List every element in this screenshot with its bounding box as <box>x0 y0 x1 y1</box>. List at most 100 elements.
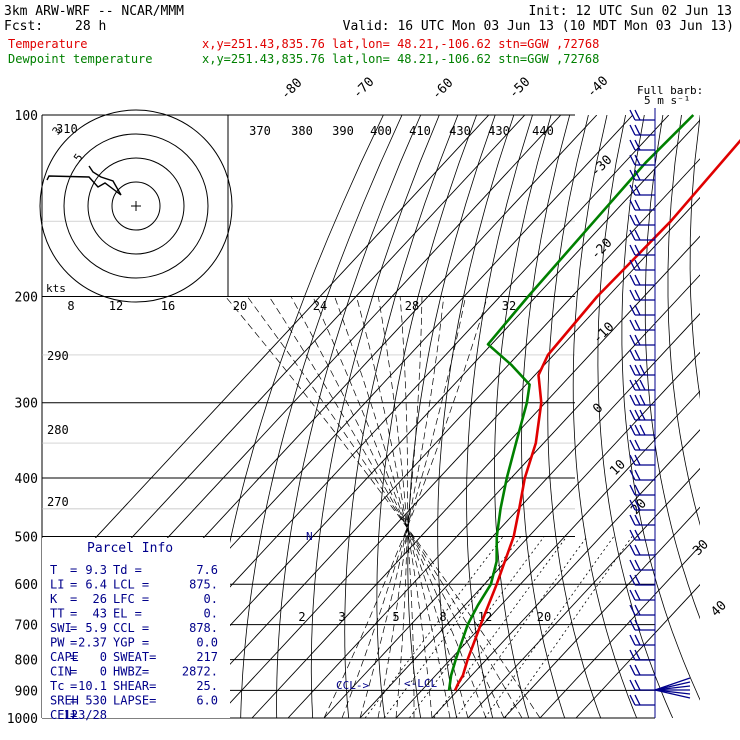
parcel-info-cell: 26 <box>93 592 107 606</box>
isotherm-label: -70 <box>350 75 377 102</box>
parcel-info-cell: TT <box>50 607 64 621</box>
wind-barb <box>629 589 655 601</box>
parcel-info-cell: Tc <box>50 679 64 693</box>
parcel-info-title: Parcel Info <box>87 541 173 556</box>
moist-adiabat <box>341 296 466 718</box>
wind-barbs <box>629 108 691 718</box>
isotherm-label: 0 <box>590 401 606 417</box>
wind-barb <box>629 124 655 136</box>
parcel-info-cell: = <box>70 563 77 577</box>
parcel-info-cell: = <box>70 694 77 708</box>
isotherm-label: 10 <box>607 457 629 479</box>
parcel-info-cell: SHEAR= <box>113 679 156 693</box>
theta-e-label: 380 <box>291 124 313 138</box>
pressure-tick-label: 700 <box>15 619 38 634</box>
parcel-info-cell: 878. <box>189 621 218 635</box>
pressure-tick-label: 800 <box>15 654 38 669</box>
parcel-info-cell: SREH <box>50 694 79 708</box>
wind-barb <box>629 634 655 646</box>
isotherm-line <box>251 235 700 718</box>
parcel-info-cell: LAPSE= <box>113 694 156 708</box>
wind-barb <box>629 184 655 196</box>
hodograph-ring <box>39 109 233 303</box>
mixing-ratio-label: 28 <box>405 299 419 313</box>
dry-adiabat <box>407 115 496 718</box>
model-title: 3km ARW-WRF -- NCAR/MMM <box>4 4 184 19</box>
moist-adiabat <box>225 296 541 718</box>
wind-barb-cluster <box>654 677 691 699</box>
isotherm-line <box>179 158 700 718</box>
wind-barb <box>629 499 655 511</box>
pressure-tick-label: 900 <box>15 684 38 699</box>
wind-barb <box>629 334 655 346</box>
parcel-info-cell: = <box>70 636 77 650</box>
isotherm-label: 40 <box>708 598 730 620</box>
mixing-ratio-label: 20 <box>537 610 551 624</box>
wind-barb <box>629 694 655 706</box>
isotherm-line <box>287 274 700 718</box>
hodograph-ring-label: 5 <box>71 151 85 164</box>
parcel-info-cell: 0 <box>100 650 107 664</box>
parcel-info-cell: 0 <box>100 665 107 679</box>
isotherm-line <box>539 545 700 718</box>
pressure-tick-label: 400 <box>15 472 38 487</box>
parcel-info-cell: 6.4 <box>85 578 107 592</box>
pressure-tick-label: 600 <box>15 578 38 593</box>
parcel-info-cell: 217 <box>196 650 218 664</box>
pressure-tick-label: 200 <box>15 291 38 306</box>
parcel-info-cell: 5.9 <box>85 621 107 635</box>
wind-barb <box>629 214 655 226</box>
parcel-info-cell: T <box>50 563 57 577</box>
mixing-ratio-label: 8 <box>67 299 74 313</box>
dewpoint-location: x,y=251.43,835.76 lat,lon= 48.21,-106.62… <box>202 52 599 66</box>
forecast-label: Fcst: <box>4 19 43 34</box>
wind-barb <box>629 469 655 481</box>
mixing-ratio-label: 32 <box>502 299 516 313</box>
parcel-info-cell: 25. <box>196 679 218 693</box>
parcel-info-cell: = <box>70 592 77 606</box>
parcel-info-cell: YGP = <box>113 636 149 650</box>
parcel-info-cell: 43 <box>93 607 107 621</box>
sounding-profiles <box>447 114 740 691</box>
dewpoint-profile <box>447 114 695 691</box>
wind-barb <box>629 604 655 616</box>
wind-barb <box>629 484 655 496</box>
wind-barb <box>629 319 655 331</box>
wind-barb <box>629 454 655 466</box>
wind-barb <box>629 109 655 121</box>
ccl-marker: CCL-> <box>336 679 369 692</box>
parcel-info-cell: 0. <box>204 607 218 621</box>
dewpoint-legend: Dewpoint temperature <box>8 52 153 66</box>
dry-adiabat <box>667 115 700 526</box>
mixing-ratio-line <box>383 536 522 718</box>
isotherm-line <box>575 584 700 718</box>
dry-adiabat <box>437 115 515 718</box>
parcel-info-cell: CAPE <box>50 650 79 664</box>
valid-time: Valid: 16 UTC Mon 03 Jun 13 (10 MDT Mon … <box>343 19 734 34</box>
dry-adiabat <box>689 115 700 400</box>
isotherm-line <box>395 390 700 718</box>
isotherm-line <box>323 313 700 718</box>
mixing-ratio-label: 8 <box>439 610 446 624</box>
wind-barb <box>629 244 655 256</box>
theta-e-label: 370 <box>249 124 271 138</box>
parcel-info-cell: = <box>70 665 77 679</box>
parcel-info-cell: K <box>50 592 58 606</box>
temperature-profile <box>453 138 740 691</box>
theta-e-label: 400 <box>370 124 392 138</box>
wind-barb <box>629 679 655 691</box>
parcel-info-cell: LCL = <box>113 578 149 592</box>
parcel-info-cell: = <box>70 650 77 664</box>
wind-barb <box>629 274 655 286</box>
parcel-info-cell: Td = <box>113 563 142 577</box>
mixing-ratio-line <box>409 536 545 718</box>
wind-barb <box>629 304 655 316</box>
mixing-ratio-label: 24 <box>313 299 327 313</box>
mixing-ratio-label: 5 <box>392 610 399 624</box>
pressure-tick-label: 100 <box>15 109 38 124</box>
dry-adiabat <box>310 115 440 718</box>
dry-adiabat <box>547 115 602 718</box>
wind-barb <box>629 379 655 391</box>
theta-label: 290 <box>47 349 69 363</box>
